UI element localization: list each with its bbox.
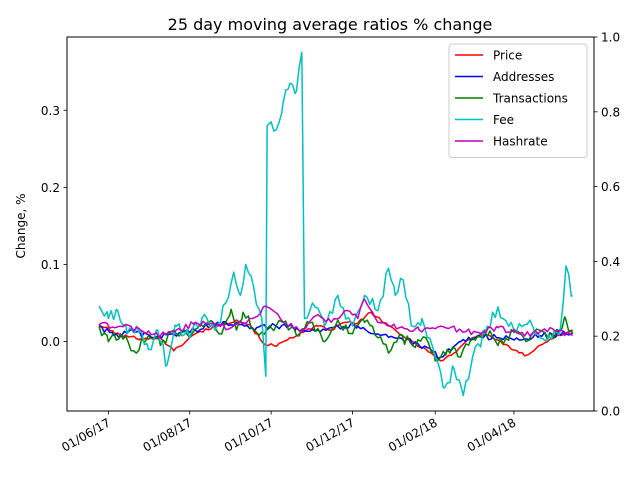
y2-tick-label: 0.6 [601, 180, 620, 194]
series-layer [98, 51, 574, 397]
legend-frame [448, 43, 588, 158]
series-line-transactions [98, 308, 574, 362]
y2-tick-label: 0.0 [601, 405, 620, 419]
legend: Price Addresses Transactions Fee Hashrate [448, 43, 588, 158]
legend-label: Transactions [492, 92, 568, 106]
y2-axis-ticks: 0.0 0.2 0.4 0.6 0.8 1.0 [594, 31, 620, 419]
y-tick-label: 0.0 [41, 335, 60, 349]
y2-tick-label: 0.4 [601, 255, 620, 269]
y-tick-label: 0.1 [41, 258, 60, 272]
y-tick-label: 0.3 [41, 104, 60, 118]
plot-frame [66, 36, 595, 412]
series-line-fee [98, 51, 574, 397]
chart-title: 25 day moving average ratios % change [168, 15, 493, 34]
y2-tick-label: 1.0 [601, 31, 620, 45]
y2-tick-label: 0.8 [601, 105, 620, 119]
series-line-addresses [98, 320, 574, 360]
y-axis-ticks: 0.0 0.1 0.2 0.3 [41, 104, 67, 349]
y-axis-label: Change, % [14, 194, 28, 259]
y-tick-label: 0.2 [41, 181, 60, 195]
legend-label: Hashrate [493, 135, 548, 149]
legend-label: Addresses [493, 70, 554, 84]
series-line-hashrate [98, 298, 573, 339]
y2-tick-label: 0.2 [601, 330, 620, 344]
legend-label: Fee [493, 113, 514, 127]
legend-label: Price [493, 49, 522, 63]
